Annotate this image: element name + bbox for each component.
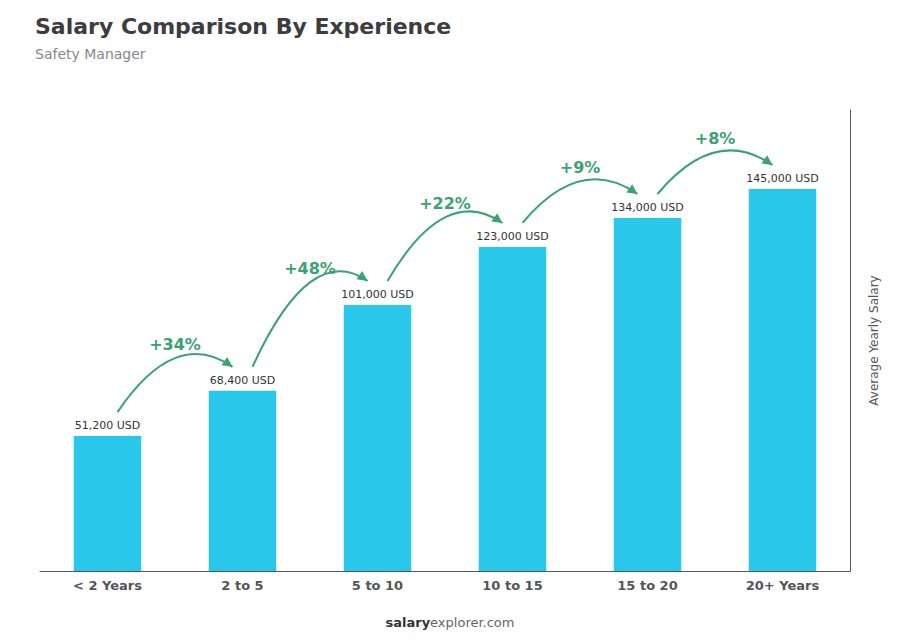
svg-text:15 to 20: 15 to 20 — [617, 578, 677, 593]
svg-text:salary: salary — [385, 615, 430, 630]
svg-text:+34%: +34% — [149, 335, 201, 354]
svg-text:Average Yearly Salary: Average Yearly Salary — [867, 275, 881, 405]
svg-text:+22%: +22% — [419, 194, 471, 213]
svg-text:123,000 USD: 123,000 USD — [476, 230, 549, 243]
svg-text:145,000 USD: 145,000 USD — [746, 172, 819, 185]
svg-text:68,400 USD: 68,400 USD — [210, 374, 276, 387]
svg-text:explorer.com: explorer.com — [430, 615, 514, 630]
svg-text:51,200 USD: 51,200 USD — [75, 419, 141, 432]
svg-text:< 2 Years: < 2 Years — [73, 578, 142, 593]
svg-text:+8%: +8% — [695, 129, 736, 148]
svg-text:134,000 USD: 134,000 USD — [611, 201, 684, 214]
svg-text:2 to 5: 2 to 5 — [221, 578, 263, 593]
svg-text:10 to 15: 10 to 15 — [482, 578, 542, 593]
svg-text:5 to 10: 5 to 10 — [352, 578, 403, 593]
svg-text:+9%: +9% — [560, 158, 601, 177]
svg-text:Safety Manager: Safety Manager — [35, 46, 146, 62]
svg-text:Salary Comparison By Experienc: Salary Comparison By Experience — [35, 14, 451, 39]
svg-text:101,000 USD: 101,000 USD — [341, 288, 414, 301]
svg-text:20+ Years: 20+ Years — [746, 578, 820, 593]
svg-text:+48%: +48% — [284, 259, 336, 278]
